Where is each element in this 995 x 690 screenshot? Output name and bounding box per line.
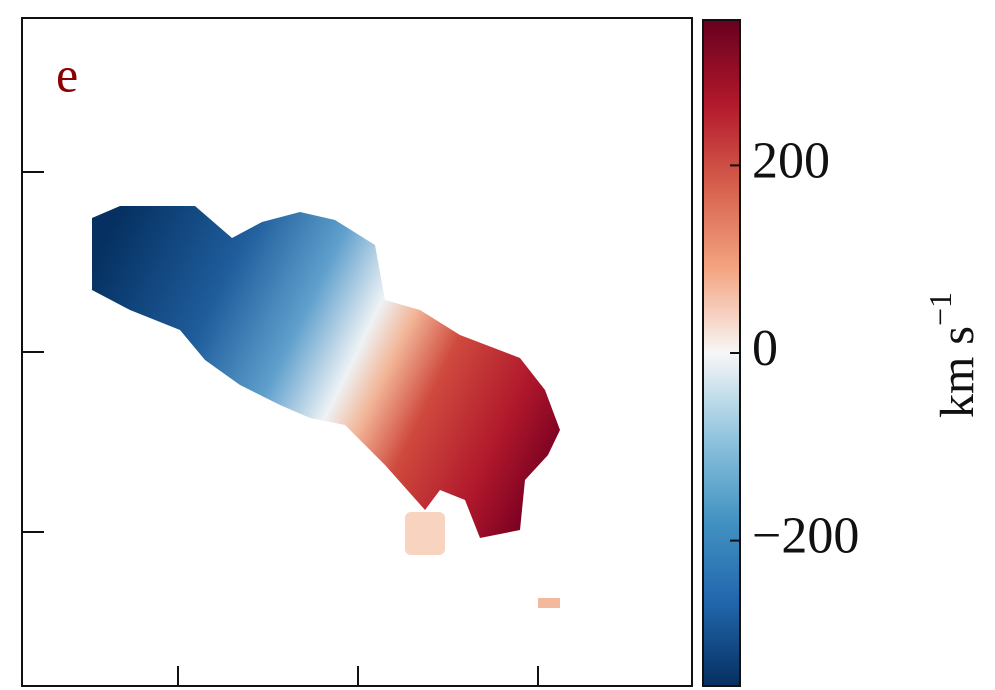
colorbar-label: km s−1 <box>922 292 984 418</box>
colorbar-tick-label: 200 <box>752 132 830 189</box>
velocity-map <box>538 598 560 608</box>
velocity-map <box>92 206 560 538</box>
map-ticks <box>22 171 539 686</box>
colorbar-tick-label: −200 <box>752 508 859 565</box>
colorbar-tick-label: 0 <box>752 320 778 377</box>
velocity-map <box>405 512 445 555</box>
colorbar-label-text: km s <box>931 326 984 418</box>
colorbar-label-exponent: −1 <box>922 292 958 326</box>
panel-label: e <box>56 46 78 102</box>
